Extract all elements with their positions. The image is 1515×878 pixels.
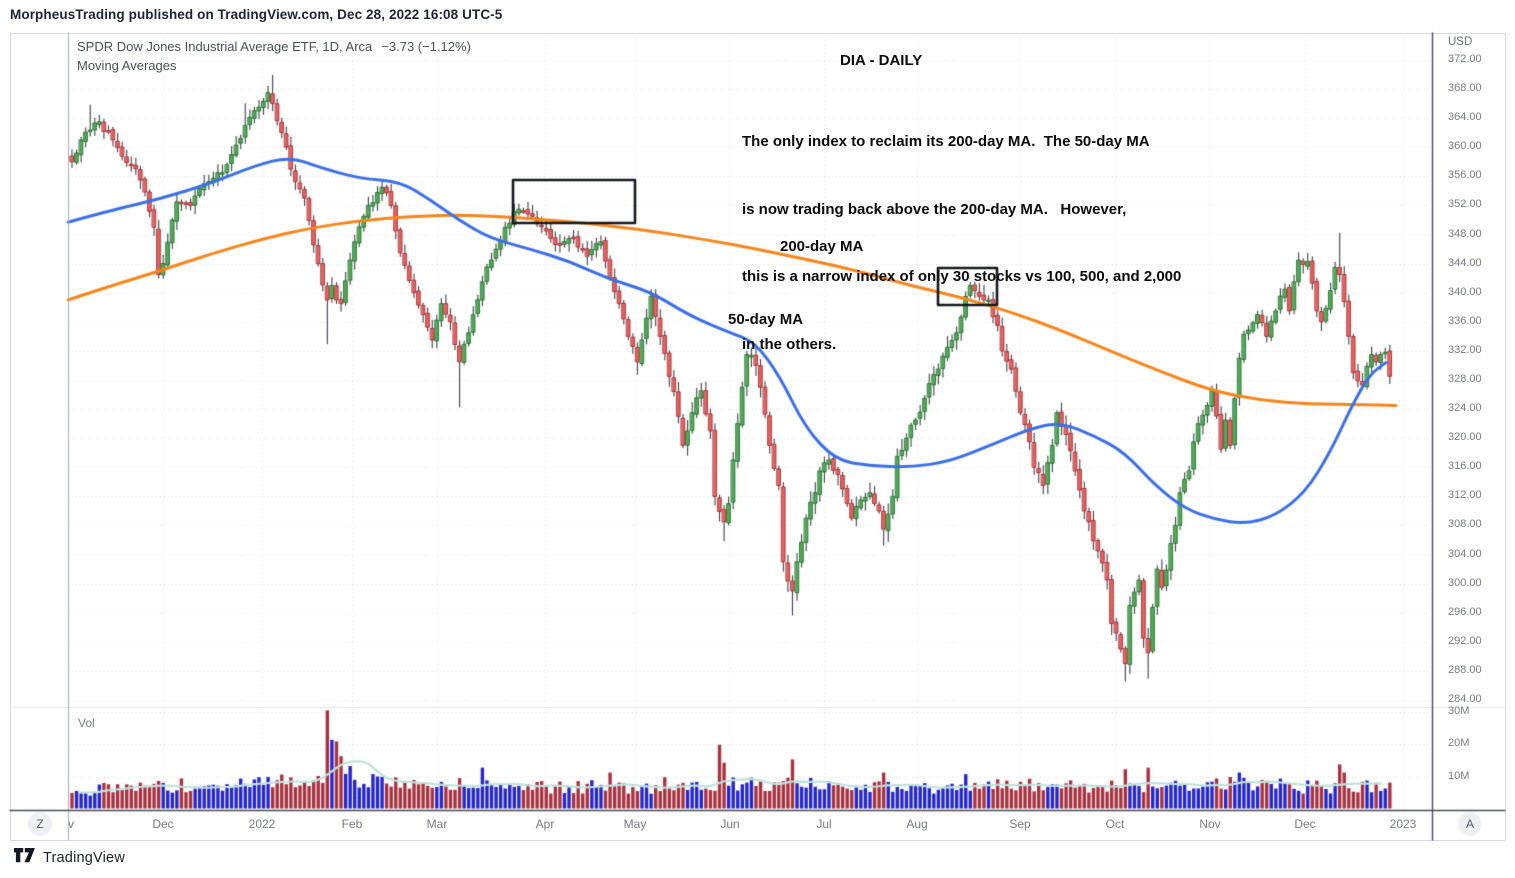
price-tick-label: 292.00 xyxy=(1448,634,1482,647)
time-tick-label: Feb xyxy=(341,817,363,831)
time-tick-label: v xyxy=(68,817,74,831)
price-tick-label: 332.00 xyxy=(1448,343,1482,356)
tradingview-link[interactable]: TradingView xyxy=(14,848,125,868)
price-tick-label: 356.00 xyxy=(1448,169,1482,182)
auto-scale-button[interactable]: A xyxy=(1458,812,1482,836)
annotation-line: in the others. xyxy=(742,335,837,353)
price-change: −3.73 (−1.12%) xyxy=(381,39,471,54)
price-tick-label: 360.00 xyxy=(1448,140,1482,153)
annotation-line: this is a narrow index of only 30 stocks… xyxy=(742,268,1182,285)
time-tick-label: Apr xyxy=(535,817,555,831)
price-tick-label: 368.00 xyxy=(1448,82,1482,95)
price-tick-label: 304.00 xyxy=(1448,547,1482,560)
annotation-line: The only index to reclaim its 200-day MA… xyxy=(742,133,1150,150)
price-tick-label: 336.00 xyxy=(1448,314,1482,327)
symbol-header: SPDR Dow Jones Industrial Average ETF, 1… xyxy=(77,39,471,54)
time-tick-label: May xyxy=(623,817,647,831)
volume-pane-label: Vol xyxy=(78,716,95,730)
time-tick-label: Mar xyxy=(426,817,448,831)
timezone-button[interactable]: Z xyxy=(28,812,52,836)
price-tick-label: 312.00 xyxy=(1448,489,1482,502)
annotation-line: is now trading back above the 200-day MA… xyxy=(742,200,1127,218)
price-tick-label: 344.00 xyxy=(1448,256,1482,269)
time-tick-label: Jul xyxy=(816,817,832,831)
tradingview-wordmark: TradingView xyxy=(43,850,125,866)
annotation-title: DIA - DAILY xyxy=(840,52,923,69)
price-tick-label: 284.00 xyxy=(1448,692,1482,705)
price-tick-label: 340.00 xyxy=(1448,285,1482,298)
price-axis-currency: USD xyxy=(1448,36,1473,48)
symbol-title: SPDR Dow Jones Industrial Average ETF, 1… xyxy=(77,39,373,54)
price-tick-label: 316.00 xyxy=(1448,460,1482,473)
price-tick-label: 352.00 xyxy=(1448,198,1482,211)
price-tick-label: 324.00 xyxy=(1448,402,1482,415)
price-tick-label: 320.00 xyxy=(1448,431,1482,444)
time-tick-label: Aug xyxy=(906,817,928,831)
time-tick-label: Dec xyxy=(152,817,174,831)
time-tick-label: Sep xyxy=(1009,817,1031,831)
ma50-label: 50-day MA xyxy=(728,311,804,328)
volume-tick-label: 10M xyxy=(1448,770,1470,782)
volume-tick-label: 20M xyxy=(1448,737,1470,749)
time-tick-label: Jun xyxy=(720,817,740,831)
price-tick-label: 308.00 xyxy=(1448,518,1482,531)
annotation-paragraph: The only index to reclaim its 200-day MA… xyxy=(742,86,1181,401)
time-tick-label: Nov xyxy=(1199,817,1221,831)
price-tick-label: 328.00 xyxy=(1448,372,1482,385)
volume-tick-label: 30M xyxy=(1448,705,1470,717)
price-tick-label: 372.00 xyxy=(1448,53,1482,65)
published-byline: MorpheusTrading published on TradingView… xyxy=(10,7,503,22)
time-tick-label: Oct xyxy=(1105,817,1125,831)
time-tick-label: Dec xyxy=(1294,817,1316,831)
price-tick-label: 348.00 xyxy=(1448,227,1482,240)
time-tick-label: 2023 xyxy=(1389,817,1417,831)
price-tick-label: 288.00 xyxy=(1448,663,1482,676)
indicator-label: Moving Averages xyxy=(77,58,177,73)
price-tick-label: 300.00 xyxy=(1448,576,1482,589)
price-tick-label: 296.00 xyxy=(1448,605,1482,618)
tradingview-logo-icon xyxy=(14,848,36,868)
ma200-label: 200-day MA xyxy=(780,238,864,255)
time-tick-label: 2022 xyxy=(248,817,276,831)
price-tick-label: 364.00 xyxy=(1448,111,1482,124)
